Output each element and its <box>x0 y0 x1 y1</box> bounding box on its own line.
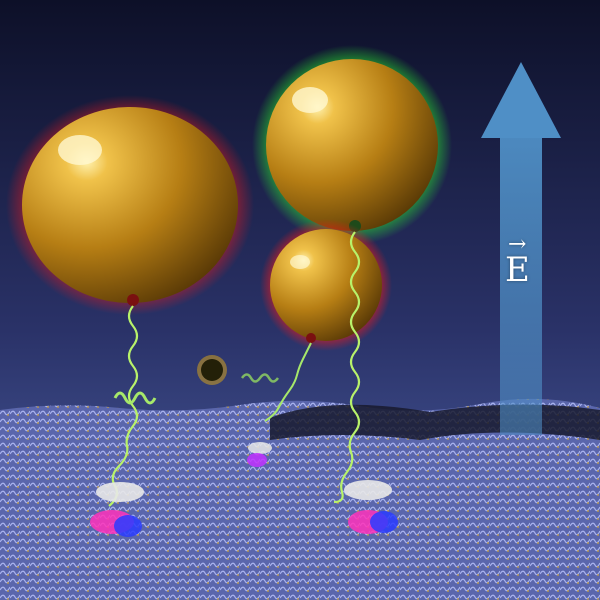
protein-complex-middle <box>247 442 272 467</box>
protein-complex-left <box>90 482 144 537</box>
gold-sphere-left <box>6 95 254 315</box>
field-symbol: E <box>505 250 530 290</box>
vector-arrow-mark: → <box>508 232 527 257</box>
small-dark-sphere <box>197 355 227 385</box>
helix-middle <box>240 373 280 383</box>
gold-sphere-upper-right <box>252 45 452 245</box>
tether-right <box>333 231 361 504</box>
protein-complex-right <box>344 480 398 534</box>
electric-field-label: → E <box>505 232 530 290</box>
membrane-surface <box>0 398 600 600</box>
gold-sphere-lower-middle <box>260 219 392 351</box>
tether-left <box>108 305 139 507</box>
helix-left <box>113 391 157 405</box>
electric-field-arrow <box>481 62 561 435</box>
tether-middle <box>264 342 312 422</box>
